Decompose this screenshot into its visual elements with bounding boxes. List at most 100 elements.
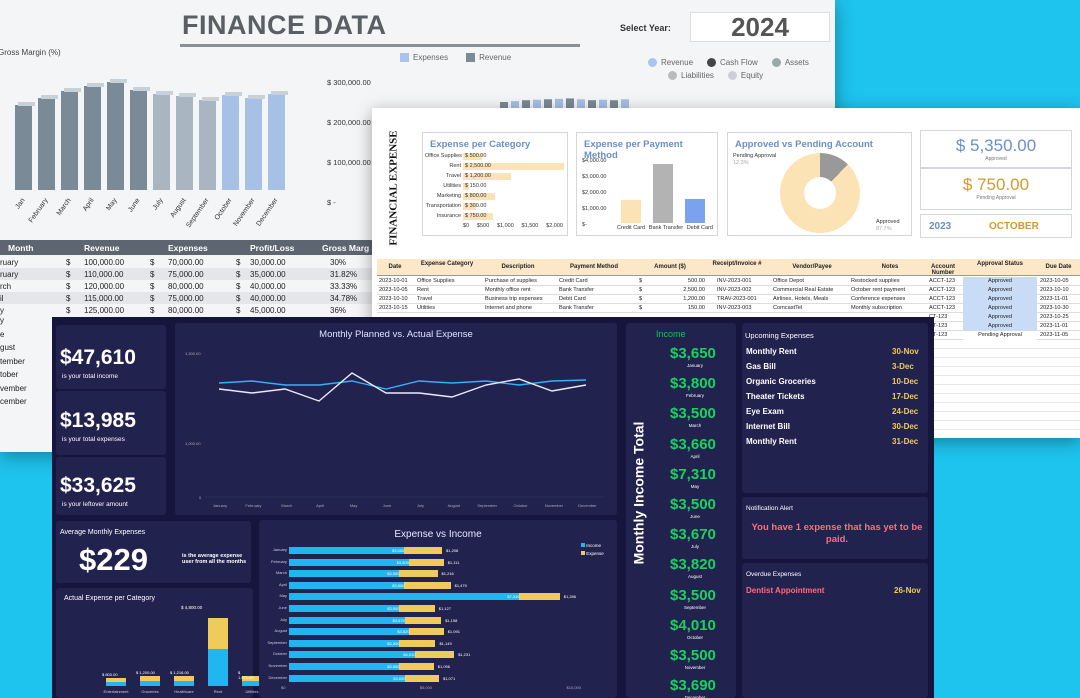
category-tick: Groceries	[141, 689, 159, 694]
line-month-tick: October	[513, 503, 528, 508]
table-cell: Airlines, Hotels, Meals	[773, 296, 829, 302]
expense-per-category-card: Expense per Category Office Supplies $ 50…	[422, 132, 568, 236]
approval-status: Approved	[963, 295, 1037, 304]
income-month: February	[685, 393, 704, 399]
upcoming-item[interactable]: Theater Tickets	[746, 392, 805, 401]
column-header: Receipt/Invoice #	[712, 261, 762, 267]
category-tick: Rent	[213, 689, 223, 694]
card-title: Approved vs Pending Account	[735, 139, 873, 150]
upcoming-date: 30-Dec	[892, 422, 919, 431]
category-label: Travel	[445, 173, 461, 179]
income-bar	[289, 558, 409, 566]
bar-top	[87, 83, 104, 87]
table-cell: TRAV-2023-001	[717, 296, 757, 302]
evi-month: January	[272, 547, 287, 552]
income-bar	[289, 547, 404, 554]
year-select[interactable]: 2024	[690, 12, 830, 42]
table-cell: 2023-11-01	[1040, 323, 1069, 329]
expense-bar	[409, 628, 444, 636]
table-cell: rch	[0, 282, 12, 291]
expense-vs-income-chart: Expense vs Income Income Expense $0 $5,00…	[259, 520, 617, 698]
upcoming-date: 3-Dec	[892, 362, 914, 371]
evi-month: September	[267, 639, 287, 645]
line-month-tick: August	[447, 503, 461, 508]
column-header: Notes	[881, 264, 899, 270]
expense-label: $1,149	[439, 640, 452, 646]
bar-debit-card	[685, 199, 705, 223]
table-cell: Bank Transfer	[559, 305, 594, 311]
line-month-tick: November	[544, 503, 564, 508]
line-month-tick: February	[245, 503, 262, 508]
approval-status: Approved	[963, 286, 1037, 295]
period-selector[interactable]: 2023 OCTOBER	[920, 214, 1072, 238]
income-bar	[289, 570, 400, 578]
bar-top	[179, 93, 196, 97]
planned-vs-actual-lines	[205, 372, 605, 498]
table-cell: 115,000.00	[84, 294, 124, 303]
gross-margin-bar	[268, 94, 285, 190]
category-bar-blue	[140, 680, 160, 686]
evi-month: March	[275, 570, 287, 576]
dollar: $	[236, 270, 241, 279]
table-cell: 80,000.00	[168, 306, 204, 315]
expense-table-row: 2023-10-15 Utilities Internet and phone Ban…	[377, 304, 1080, 313]
notification-panel: Notification Alert You have 1 expense th…	[742, 497, 928, 559]
expense-bar	[399, 639, 436, 647]
gross-margin-bar	[107, 82, 124, 190]
expense-label: $1,111	[447, 559, 460, 565]
category-value: $ 800.00	[465, 193, 487, 199]
upcoming-item[interactable]: Monthly Rent	[746, 347, 797, 356]
table-cell: 30,000.00	[250, 258, 286, 267]
upcoming-item[interactable]: Internet Bill	[746, 422, 791, 431]
approval-donut	[780, 153, 860, 233]
legend-item: Liabilities	[668, 71, 714, 80]
month-tick: December	[255, 197, 280, 228]
upcoming-item[interactable]: Monthly Rent	[746, 437, 797, 446]
evi-month: December	[268, 674, 287, 680]
kpi-leftover: $33,625 is your leftover amount	[56, 457, 166, 515]
upcoming-item[interactable]: Gas Bill	[746, 362, 776, 371]
expense-bar	[404, 581, 451, 589]
upcoming-item[interactable]: Eye Exam	[746, 407, 784, 416]
income-value: $3,820	[670, 556, 716, 574]
dollar: $	[236, 258, 241, 267]
overdue-item[interactable]: Dentist Appointment	[746, 586, 825, 595]
income-bar	[289, 663, 400, 670]
table-cell: CT-123	[929, 314, 948, 320]
income-value: $3,500	[670, 586, 716, 604]
line-month-tick: September	[477, 503, 497, 508]
table-cell: y	[0, 306, 4, 315]
dollar: $	[236, 282, 241, 291]
amount: 2,500.00	[683, 287, 705, 293]
income-header: Income	[656, 329, 686, 339]
table-cell: ACCT-123	[929, 305, 956, 311]
gross-margin-bar	[245, 98, 262, 190]
upcoming-item[interactable]: Organic Groceries	[746, 377, 816, 386]
bar-chart-axis: $0 $5,000 $10,000	[281, 685, 581, 690]
amount: 500.00	[687, 278, 705, 284]
expense-bar	[404, 616, 442, 624]
income-month: July	[690, 544, 699, 550]
approved-kpi: $ 5,350.00 Approved	[920, 130, 1072, 168]
expense-bar	[408, 558, 444, 566]
upcoming-date: 30-Nov	[892, 347, 919, 356]
overdue-date: 26-Nov	[894, 586, 921, 595]
category-bar-blue	[106, 681, 126, 686]
income-label: $3,650	[391, 548, 405, 553]
income-month: June	[690, 514, 700, 519]
category-bar-yellow	[140, 676, 160, 681]
expense-label: $1,127	[438, 606, 451, 611]
approved-label: Approved	[876, 219, 900, 225]
expense-table-row: 2023-10-10 Travel Business trip expenses De…	[377, 295, 1080, 304]
income-label: $3,820	[397, 629, 410, 635]
finance-table-row: $ $ $ ruary 100,000.00 70,000.00 30,000.00 30%	[0, 256, 400, 268]
column-header: Payment Method	[569, 264, 618, 270]
income-value: $3,800	[670, 375, 716, 393]
finance-table-row: $ $ $ ruary 110,000.00 75,000.00 35,000.00 31.8…	[0, 268, 400, 280]
category-value: $ 1,200.00	[136, 670, 155, 675]
legend-item: Assets	[771, 58, 809, 67]
month-tick: June	[127, 197, 142, 214]
expense-table-row: 2023-10-01 Office Supplies Purchase of sup…	[377, 277, 1080, 286]
gross-margin-bar	[61, 91, 78, 190]
table-cell: 31.82%	[330, 270, 358, 279]
